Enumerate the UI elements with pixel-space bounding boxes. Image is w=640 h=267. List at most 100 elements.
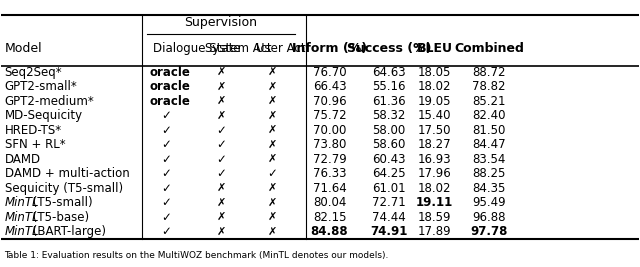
Text: 84.35: 84.35 [472,182,506,195]
Text: 72.79: 72.79 [313,153,346,166]
Text: ✗: ✗ [268,140,277,150]
Text: 66.43: 66.43 [313,80,346,93]
Text: ✗: ✗ [268,67,277,77]
Text: oracle: oracle [150,80,191,93]
Text: ✗: ✗ [216,111,226,121]
Text: MinTL: MinTL [4,196,39,209]
Text: 76.33: 76.33 [313,167,346,180]
Text: 70.00: 70.00 [313,124,346,137]
Text: 88.25: 88.25 [472,167,506,180]
Text: User Act: User Act [256,42,306,56]
Text: oracle: oracle [150,95,191,108]
Text: (T5-base): (T5-base) [29,211,89,224]
Text: ✓: ✓ [216,153,226,166]
Text: Seq2Seq*: Seq2Seq* [4,66,62,78]
Text: 82.15: 82.15 [313,211,346,224]
Text: ✗: ✗ [268,198,277,208]
Text: ✓: ✓ [216,167,226,180]
Text: 18.59: 18.59 [418,211,451,224]
Text: Success (%): Success (%) [347,42,431,56]
Text: 64.25: 64.25 [372,167,406,180]
Text: 18.02: 18.02 [418,80,451,93]
Text: Combined: Combined [454,42,524,56]
Text: 95.49: 95.49 [472,196,506,209]
Text: 64.63: 64.63 [372,66,406,78]
Text: ✓: ✓ [161,109,171,122]
Text: ✓: ✓ [216,124,226,137]
Text: 85.21: 85.21 [472,95,506,108]
Text: 84.88: 84.88 [311,225,348,238]
Text: 58.60: 58.60 [372,138,406,151]
Text: ✓: ✓ [161,153,171,166]
Text: MinTL: MinTL [4,211,39,224]
Text: DAMD: DAMD [4,153,41,166]
Text: Table 1: Evaluation results on the MultiWOZ benchmark (MinTL denotes our models): Table 1: Evaluation results on the Multi… [4,250,389,260]
Text: ✗: ✗ [268,227,277,237]
Text: DAMD + multi-action: DAMD + multi-action [4,167,129,180]
Text: ✓: ✓ [161,167,171,180]
Text: 71.64: 71.64 [313,182,346,195]
Text: System Act: System Act [205,42,272,56]
Text: 58.32: 58.32 [372,109,406,122]
Text: GPT2-medium*: GPT2-medium* [4,95,94,108]
Text: 19.05: 19.05 [418,95,451,108]
Text: MD-Sequicity: MD-Sequicity [4,109,83,122]
Text: ✗: ✗ [216,227,226,237]
Text: HRED-TS*: HRED-TS* [4,124,61,137]
Text: ✗: ✗ [268,212,277,222]
Text: 74.44: 74.44 [372,211,406,224]
Text: (BART-large): (BART-large) [29,225,106,238]
Text: ✗: ✗ [216,198,226,208]
Text: 83.54: 83.54 [472,153,506,166]
Text: ✗: ✗ [268,154,277,164]
Text: 96.88: 96.88 [472,211,506,224]
Text: Dialogue State: Dialogue State [153,42,241,56]
Text: ✗: ✗ [268,82,277,92]
Text: 61.36: 61.36 [372,95,406,108]
Text: 84.47: 84.47 [472,138,506,151]
Text: ✓: ✓ [268,167,277,180]
Text: SFN + RL*: SFN + RL* [4,138,65,151]
Text: 18.05: 18.05 [418,66,451,78]
Text: 19.11: 19.11 [416,196,453,209]
Text: ✓: ✓ [161,196,171,209]
Text: 82.40: 82.40 [472,109,506,122]
Text: 58.00: 58.00 [372,124,406,137]
Text: ✓: ✓ [161,138,171,151]
Text: GPT2-small*: GPT2-small* [4,80,77,93]
Text: ✓: ✓ [161,225,171,238]
Text: 55.16: 55.16 [372,80,406,93]
Text: oracle: oracle [150,66,191,78]
Text: ✗: ✗ [216,82,226,92]
Text: ✗: ✗ [268,183,277,193]
Text: 17.96: 17.96 [418,167,452,180]
Text: ✗: ✗ [216,67,226,77]
Text: 16.93: 16.93 [418,153,451,166]
Text: 15.40: 15.40 [418,109,451,122]
Text: 74.91: 74.91 [370,225,408,238]
Text: ✗: ✗ [268,111,277,121]
Text: Supervision: Supervision [184,16,257,29]
Text: ✓: ✓ [161,211,171,224]
Text: MinTL: MinTL [4,225,39,238]
Text: ✓: ✓ [216,138,226,151]
Text: ✗: ✗ [268,125,277,135]
Text: 76.70: 76.70 [313,66,346,78]
Text: 61.01: 61.01 [372,182,406,195]
Text: 78.82: 78.82 [472,80,506,93]
Text: 80.04: 80.04 [313,196,346,209]
Text: Sequicity (T5-small): Sequicity (T5-small) [4,182,123,195]
Text: ✗: ✗ [268,96,277,106]
Text: 60.43: 60.43 [372,153,406,166]
Text: ✗: ✗ [216,212,226,222]
Text: 18.02: 18.02 [418,182,451,195]
Text: BLEU: BLEU [417,42,452,56]
Text: 17.50: 17.50 [418,124,451,137]
Text: 88.72: 88.72 [472,66,506,78]
Text: 17.89: 17.89 [418,225,451,238]
Text: Model: Model [4,42,42,56]
Text: 75.72: 75.72 [313,109,346,122]
Text: (T5-small): (T5-small) [29,196,92,209]
Text: ✗: ✗ [216,183,226,193]
Text: 73.80: 73.80 [313,138,346,151]
